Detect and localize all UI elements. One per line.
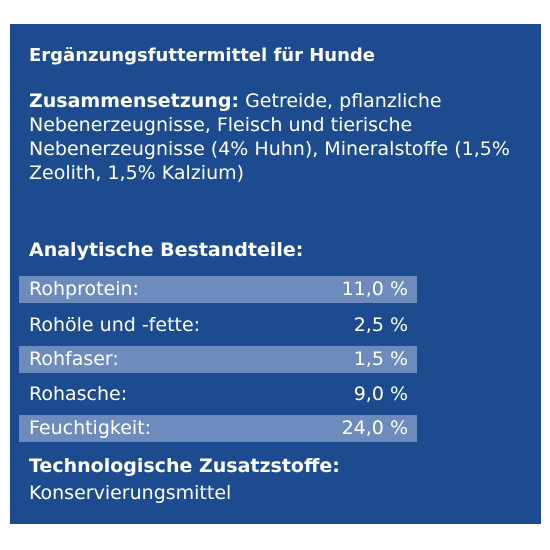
nutrient-value: 24,0 % [341, 417, 408, 439]
product-type-heading: Ergänzungsfuttermittel für Hunde [29, 45, 376, 66]
nutrient-row-moisture: Feuchtigkeit: 24,0 % [19, 415, 417, 442]
nutrient-value: 2,5 % [353, 314, 408, 336]
nutrient-label: Rohöle und -fette: [29, 314, 201, 336]
nutrient-value: 9,0 % [353, 383, 408, 405]
nutrient-row-fibre: Rohfaser: 1,5 % [19, 346, 417, 373]
nutrient-row-protein: Rohprotein: 11,0 % [19, 276, 417, 303]
feed-label-panel: Ergänzungsfuttermittel für Hunde Zusamme… [10, 24, 541, 524]
nutrient-label: Feuchtigkeit: [29, 417, 152, 439]
composition-block: Zusammensetzung: Getreide, pflanzliche N… [29, 89, 539, 185]
nutrient-label: Rohasche: [29, 383, 128, 405]
analytical-constituents-heading: Analytische Bestandteile: [29, 239, 304, 261]
nutrient-value: 1,5 % [353, 348, 408, 370]
technological-additives-value: Konservierungsmittel [29, 482, 232, 504]
technological-additives-heading: Technologische Zusatzstoffe: [29, 455, 340, 477]
composition-label: Zusammensetzung: [29, 90, 240, 112]
nutrient-label: Rohprotein: [29, 278, 139, 300]
composition-text: Getreide, pflanzliche Nebenerzeugnisse, … [29, 90, 510, 184]
nutrient-label: Rohfaser: [29, 348, 119, 370]
nutrient-row-fat: Rohöle und -fette: 2,5 % [19, 312, 417, 339]
nutrient-value: 11,0 % [341, 278, 408, 300]
nutrient-row-ash: Rohasche: 9,0 % [19, 381, 417, 408]
